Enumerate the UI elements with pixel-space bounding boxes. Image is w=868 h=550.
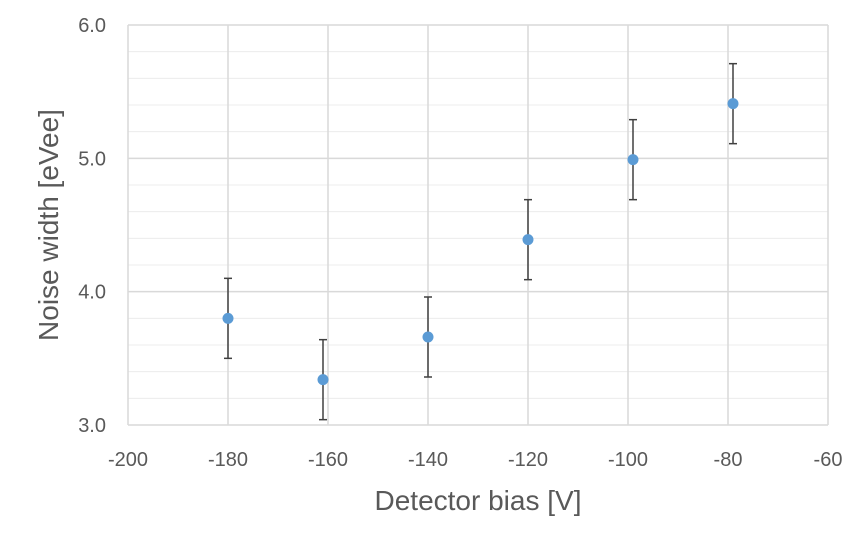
x-tick-label: -60 (814, 449, 843, 471)
grid (127, 24, 829, 426)
y-tick-label: 3.0 (78, 415, 106, 437)
data-point (317, 374, 329, 386)
y-tick-label: 6.0 (78, 15, 106, 37)
x-tick-label: -200 (108, 449, 148, 471)
data-points (222, 98, 739, 386)
data-point (522, 234, 534, 246)
y-tick-label: 4.0 (78, 282, 106, 304)
data-point (222, 312, 234, 324)
y-tick-label: 5.0 (78, 148, 106, 170)
x-tick-label: -140 (408, 449, 448, 471)
data-point (727, 98, 739, 110)
y-axis-title: Noise width [eVee] (33, 109, 64, 341)
tick-labels: 3.0 4.0 5.0 6.0 -200 -180 -160 -140 -120 -100 -80 -… (78, 15, 842, 471)
x-tick-label: -160 (308, 449, 348, 471)
x-tick-label: -180 (208, 449, 248, 471)
x-tick-label: -120 (508, 449, 548, 471)
data-point (422, 331, 434, 343)
x-axis-title: Detector bias [V] (375, 485, 582, 516)
data-point (627, 154, 639, 166)
x-tick-label: -80 (714, 449, 743, 471)
x-tick-label: -100 (608, 449, 648, 471)
error-bars (224, 62, 737, 421)
